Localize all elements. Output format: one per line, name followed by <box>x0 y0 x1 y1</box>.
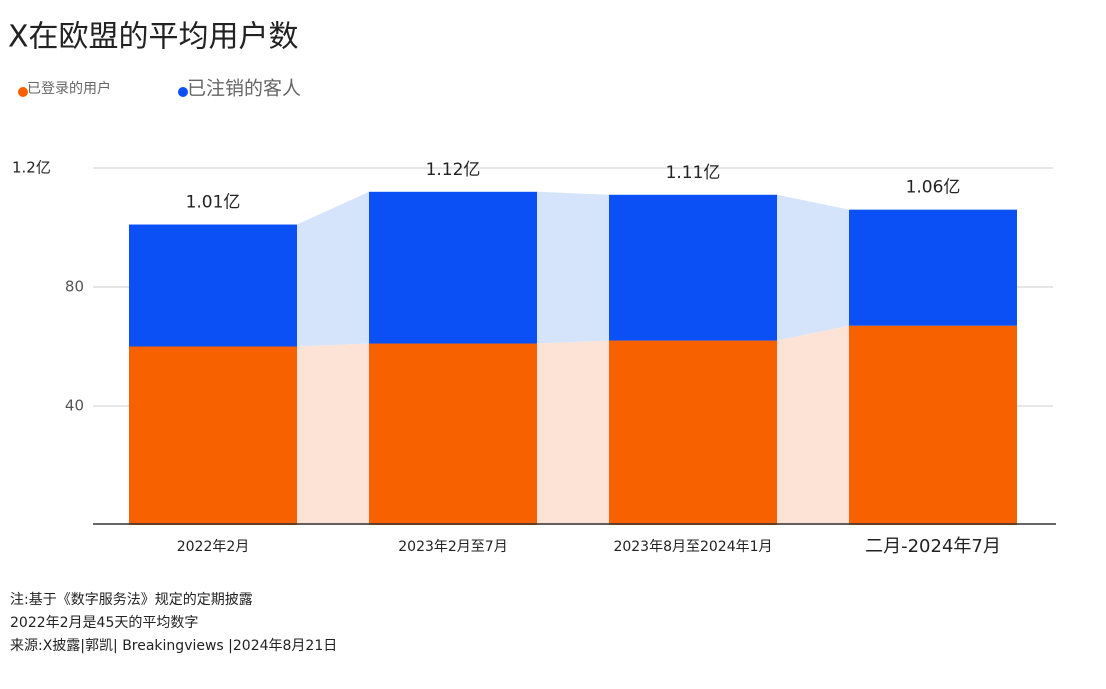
bar <box>849 209 1017 326</box>
bar <box>609 194 777 341</box>
total-label: 1.11亿 <box>666 163 721 183</box>
x-tick-label: 2022年2月 <box>177 539 250 555</box>
connector <box>297 343 369 525</box>
bar <box>849 325 1017 525</box>
bar <box>369 343 537 525</box>
legend: 已登录的用户 已注销的客人 <box>18 78 301 100</box>
connector <box>537 340 609 525</box>
bar <box>369 191 537 344</box>
note: 来源:X披露|郭凯| Breakingviews |2024年8月21日 <box>10 637 337 654</box>
y-tick-label: 1.2亿 <box>12 159 51 177</box>
chart-title: X在欧盟的平均用户数 <box>8 20 299 55</box>
connector <box>537 191 609 344</box>
x-tick-label: 2023年2月至7月 <box>398 539 507 555</box>
legend-swatch <box>178 87 188 97</box>
y-tick-label: 40 <box>65 397 84 415</box>
bar <box>129 346 297 525</box>
note: 注:基于《数字服务法》规定的定期披露 <box>10 591 253 608</box>
bar <box>609 340 777 525</box>
legend-label: 已注销的客人 <box>187 78 301 100</box>
note: 2022年2月是45天的平均数字 <box>10 615 198 631</box>
x-tick-label: 二月-2024年7月 <box>865 536 1001 557</box>
total-label: 1.01亿 <box>186 193 241 213</box>
connector <box>777 194 849 341</box>
legend-swatch <box>18 87 28 97</box>
connector <box>297 191 369 347</box>
total-label: 1.06亿 <box>906 178 961 198</box>
total-label: 1.12亿 <box>426 160 481 180</box>
y-tick-label: 80 <box>65 278 84 296</box>
legend-label: 已登录的用户 <box>27 80 111 97</box>
connector <box>777 325 849 525</box>
bar <box>129 224 297 347</box>
x-tick-label: 2023年8月至2024年1月 <box>613 539 772 555</box>
